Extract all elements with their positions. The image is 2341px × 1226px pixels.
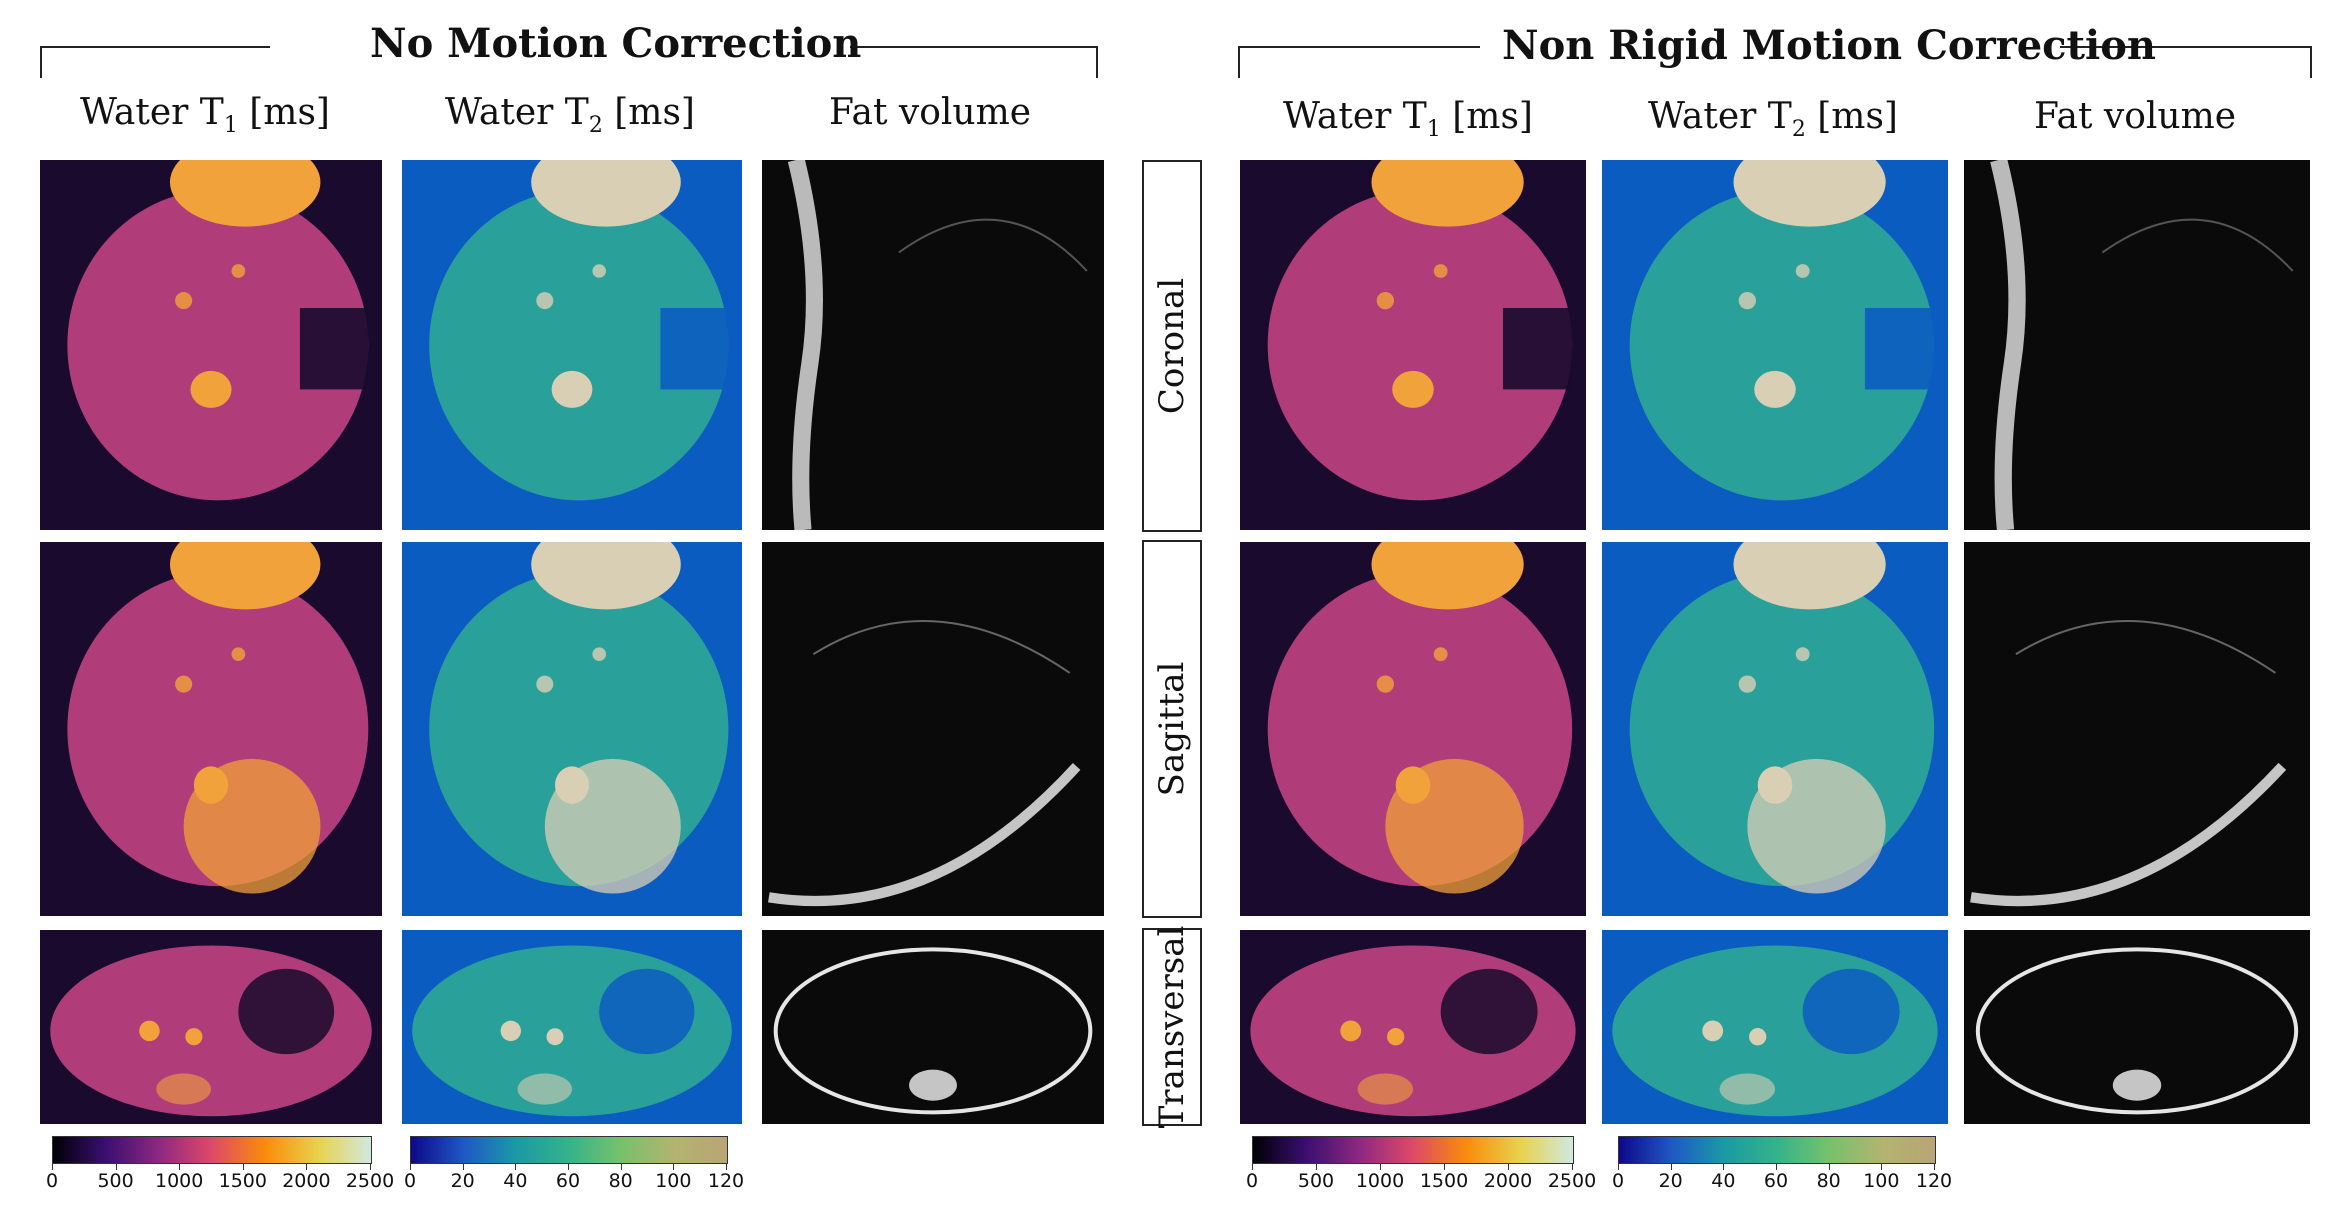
colorbar-tickmark (462, 1164, 464, 1170)
colorbar-tickmark (1670, 1164, 1672, 1170)
colorbar-tick-label: 0 (1245, 1170, 1259, 1192)
colorbar-tickmark (1828, 1164, 1830, 1170)
panel-right-t1-coronal (1240, 160, 1586, 530)
panel-left-t2-transversal (402, 930, 742, 1124)
col-label-fat-right: Fat volume (2033, 96, 2237, 137)
colorbar-t1-left (52, 1136, 372, 1164)
view-label-coronal: Coronal (1142, 160, 1202, 532)
colorbar-tick-label: 40 (503, 1170, 528, 1192)
panel-left-fat-transversal (762, 930, 1104, 1124)
colorbar-tickmark (179, 1164, 181, 1170)
colorbar-tick-label: 1500 (1419, 1170, 1469, 1192)
col-label-fat-left: Fat volume (828, 92, 1032, 133)
col-label-t1-left: Water T1 [ms] (80, 92, 330, 139)
colorbar-tick-label: 1500 (218, 1170, 267, 1192)
colorbar-t2-left (410, 1136, 728, 1164)
colorbar-tick-label: 0 (1611, 1170, 1625, 1192)
colorbar-tickmark (370, 1164, 371, 1170)
group-title-nonrigid-correction: Non Rigid Motion Correction (1502, 22, 2156, 69)
colorbar-tickmark (1380, 1164, 1381, 1170)
colorbar-tickmark (515, 1164, 517, 1170)
panel-right-t1-transversal (1240, 930, 1586, 1124)
colorbar-tickmark (115, 1164, 117, 1170)
colorbar-tickmark (1316, 1164, 1317, 1170)
colorbar-tick-label: 2000 (1483, 1170, 1533, 1192)
colorbar-t2-right (1618, 1136, 1936, 1164)
panel-right-t2-sagittal (1602, 542, 1948, 916)
group-title-no-correction: No Motion Correction (370, 20, 862, 67)
panel-left-t2-sagittal (402, 542, 742, 916)
colorbar-tickmark (1508, 1164, 1509, 1170)
colorbar-tick-label: 1000 (1355, 1170, 1405, 1192)
colorbar-tickmark (52, 1164, 53, 1170)
colorbar-tickmark (242, 1164, 244, 1170)
panel-left-fat-sagittal (762, 542, 1104, 916)
colorbar-tickmark (1723, 1164, 1725, 1170)
panel-right-t2-transversal (1602, 930, 1948, 1124)
panel-left-t1-transversal (40, 930, 382, 1124)
panel-right-t1-sagittal (1240, 542, 1586, 916)
colorbar-tick-label: 500 (1297, 1170, 1335, 1192)
colorbar-tickmark (1776, 1164, 1777, 1170)
colorbar-tick-label: 0 (45, 1170, 59, 1192)
col-label-t1-right: Water T1 [ms] (1283, 96, 1533, 143)
view-label-transversal: Transversal (1142, 926, 1202, 1128)
colorbar-tick-label: 20 (450, 1170, 475, 1192)
colorbar-tickmark (568, 1164, 569, 1170)
colorbar-tickmark (1572, 1164, 1573, 1170)
colorbar-tickmark (1618, 1164, 1619, 1170)
colorbar-tick-label: 100 (655, 1170, 692, 1192)
colorbar-tick-label: 2500 (345, 1170, 395, 1192)
panel-left-t1-coronal (40, 160, 382, 530)
colorbar-tick-label: 20 (1658, 1170, 1683, 1192)
colorbar-t1-right (1252, 1136, 1574, 1164)
colorbar-tick-label: 500 (97, 1170, 134, 1192)
panel-right-fat-sagittal (1964, 542, 2310, 916)
colorbar-tickmark (620, 1164, 622, 1170)
panel-right-t2-coronal (1602, 160, 1948, 530)
colorbar-tick-label: 120 (707, 1170, 745, 1192)
colorbar-tick-label: 2000 (282, 1170, 331, 1192)
colorbar-tick-label: 2500 (1547, 1170, 1597, 1192)
colorbar-tick-label: 100 (1863, 1170, 1900, 1192)
colorbar-tick-label: 80 (608, 1170, 633, 1192)
colorbar-tickmark (410, 1164, 411, 1170)
panel-left-fat-coronal (762, 160, 1104, 530)
panel-left-t1-sagittal (40, 542, 382, 916)
colorbar-tickmark (1881, 1164, 1883, 1170)
colorbar-tickmark (726, 1164, 727, 1170)
colorbar-tick-label: 1000 (155, 1170, 204, 1192)
colorbar-tick-label: 80 (1816, 1170, 1841, 1192)
col-label-t2-right: Water T2 [ms] (1648, 96, 1898, 143)
colorbar-tick-label: 120 (1915, 1170, 1953, 1192)
panel-right-fat-transversal (1964, 930, 2310, 1124)
colorbar-tickmark (673, 1164, 675, 1170)
colorbar-tick-label: 40 (1711, 1170, 1736, 1192)
colorbar-tickmark (1934, 1164, 1935, 1170)
colorbar-tick-label: 0 (403, 1170, 417, 1192)
panel-right-fat-coronal (1964, 160, 2310, 530)
panel-left-t2-coronal (402, 160, 742, 530)
view-label-sagittal: Sagittal (1142, 540, 1202, 918)
colorbar-tick-label: 60 (555, 1170, 581, 1192)
colorbar-tickmark (1252, 1164, 1253, 1170)
colorbar-tick-label: 60 (1763, 1170, 1789, 1192)
colorbar-tickmark (1444, 1164, 1445, 1170)
col-label-t2-left: Water T2 [ms] (445, 92, 695, 139)
colorbar-tickmark (306, 1164, 308, 1170)
